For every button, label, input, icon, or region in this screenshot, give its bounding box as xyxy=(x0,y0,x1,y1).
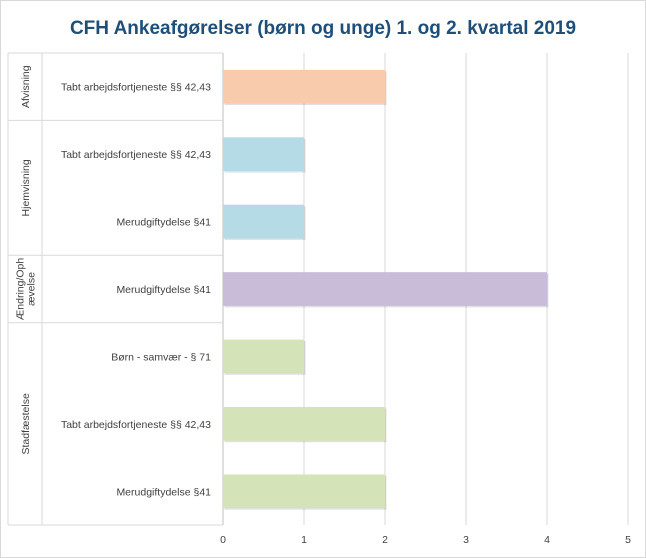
category-label: Tabt arbejdsfortjeneste §§ 42,43 xyxy=(61,82,211,94)
category-label: Merudgiftydelse §41 xyxy=(116,284,211,296)
group-label: Stadfæstelse xyxy=(20,393,32,454)
category-label: Merudgiftydelse §41 xyxy=(116,217,211,229)
x-tick-label: 5 xyxy=(625,534,631,546)
group-label: Hjemvisning xyxy=(20,159,32,216)
bar xyxy=(223,407,385,441)
group-label: Ændring/Ophævelse xyxy=(15,258,38,321)
bar xyxy=(223,339,304,374)
category-label: Tabt arbejdsfortjeneste §§ 42,43 xyxy=(61,149,211,161)
category-label: Merudgiftydelse §41 xyxy=(116,486,211,498)
x-tick-label: 1 xyxy=(301,534,307,546)
bar xyxy=(223,272,547,306)
group-label: Afvisning xyxy=(20,65,32,108)
x-tick-label: 3 xyxy=(463,534,469,546)
category-label: Tabt arbejdsfortjeneste §§ 42,43 xyxy=(61,419,211,431)
chart-title: CFH Ankeafgørelser (børn og unge) 1. og … xyxy=(69,18,577,39)
bar xyxy=(223,474,385,509)
bar xyxy=(223,69,385,104)
x-tick-label: 2 xyxy=(382,534,388,546)
bar xyxy=(223,204,304,239)
x-tick-label: 0 xyxy=(220,534,226,546)
category-label: Børn - samvær - § 71 xyxy=(111,351,211,363)
bar xyxy=(223,137,304,171)
x-tick-label: 4 xyxy=(544,534,550,546)
